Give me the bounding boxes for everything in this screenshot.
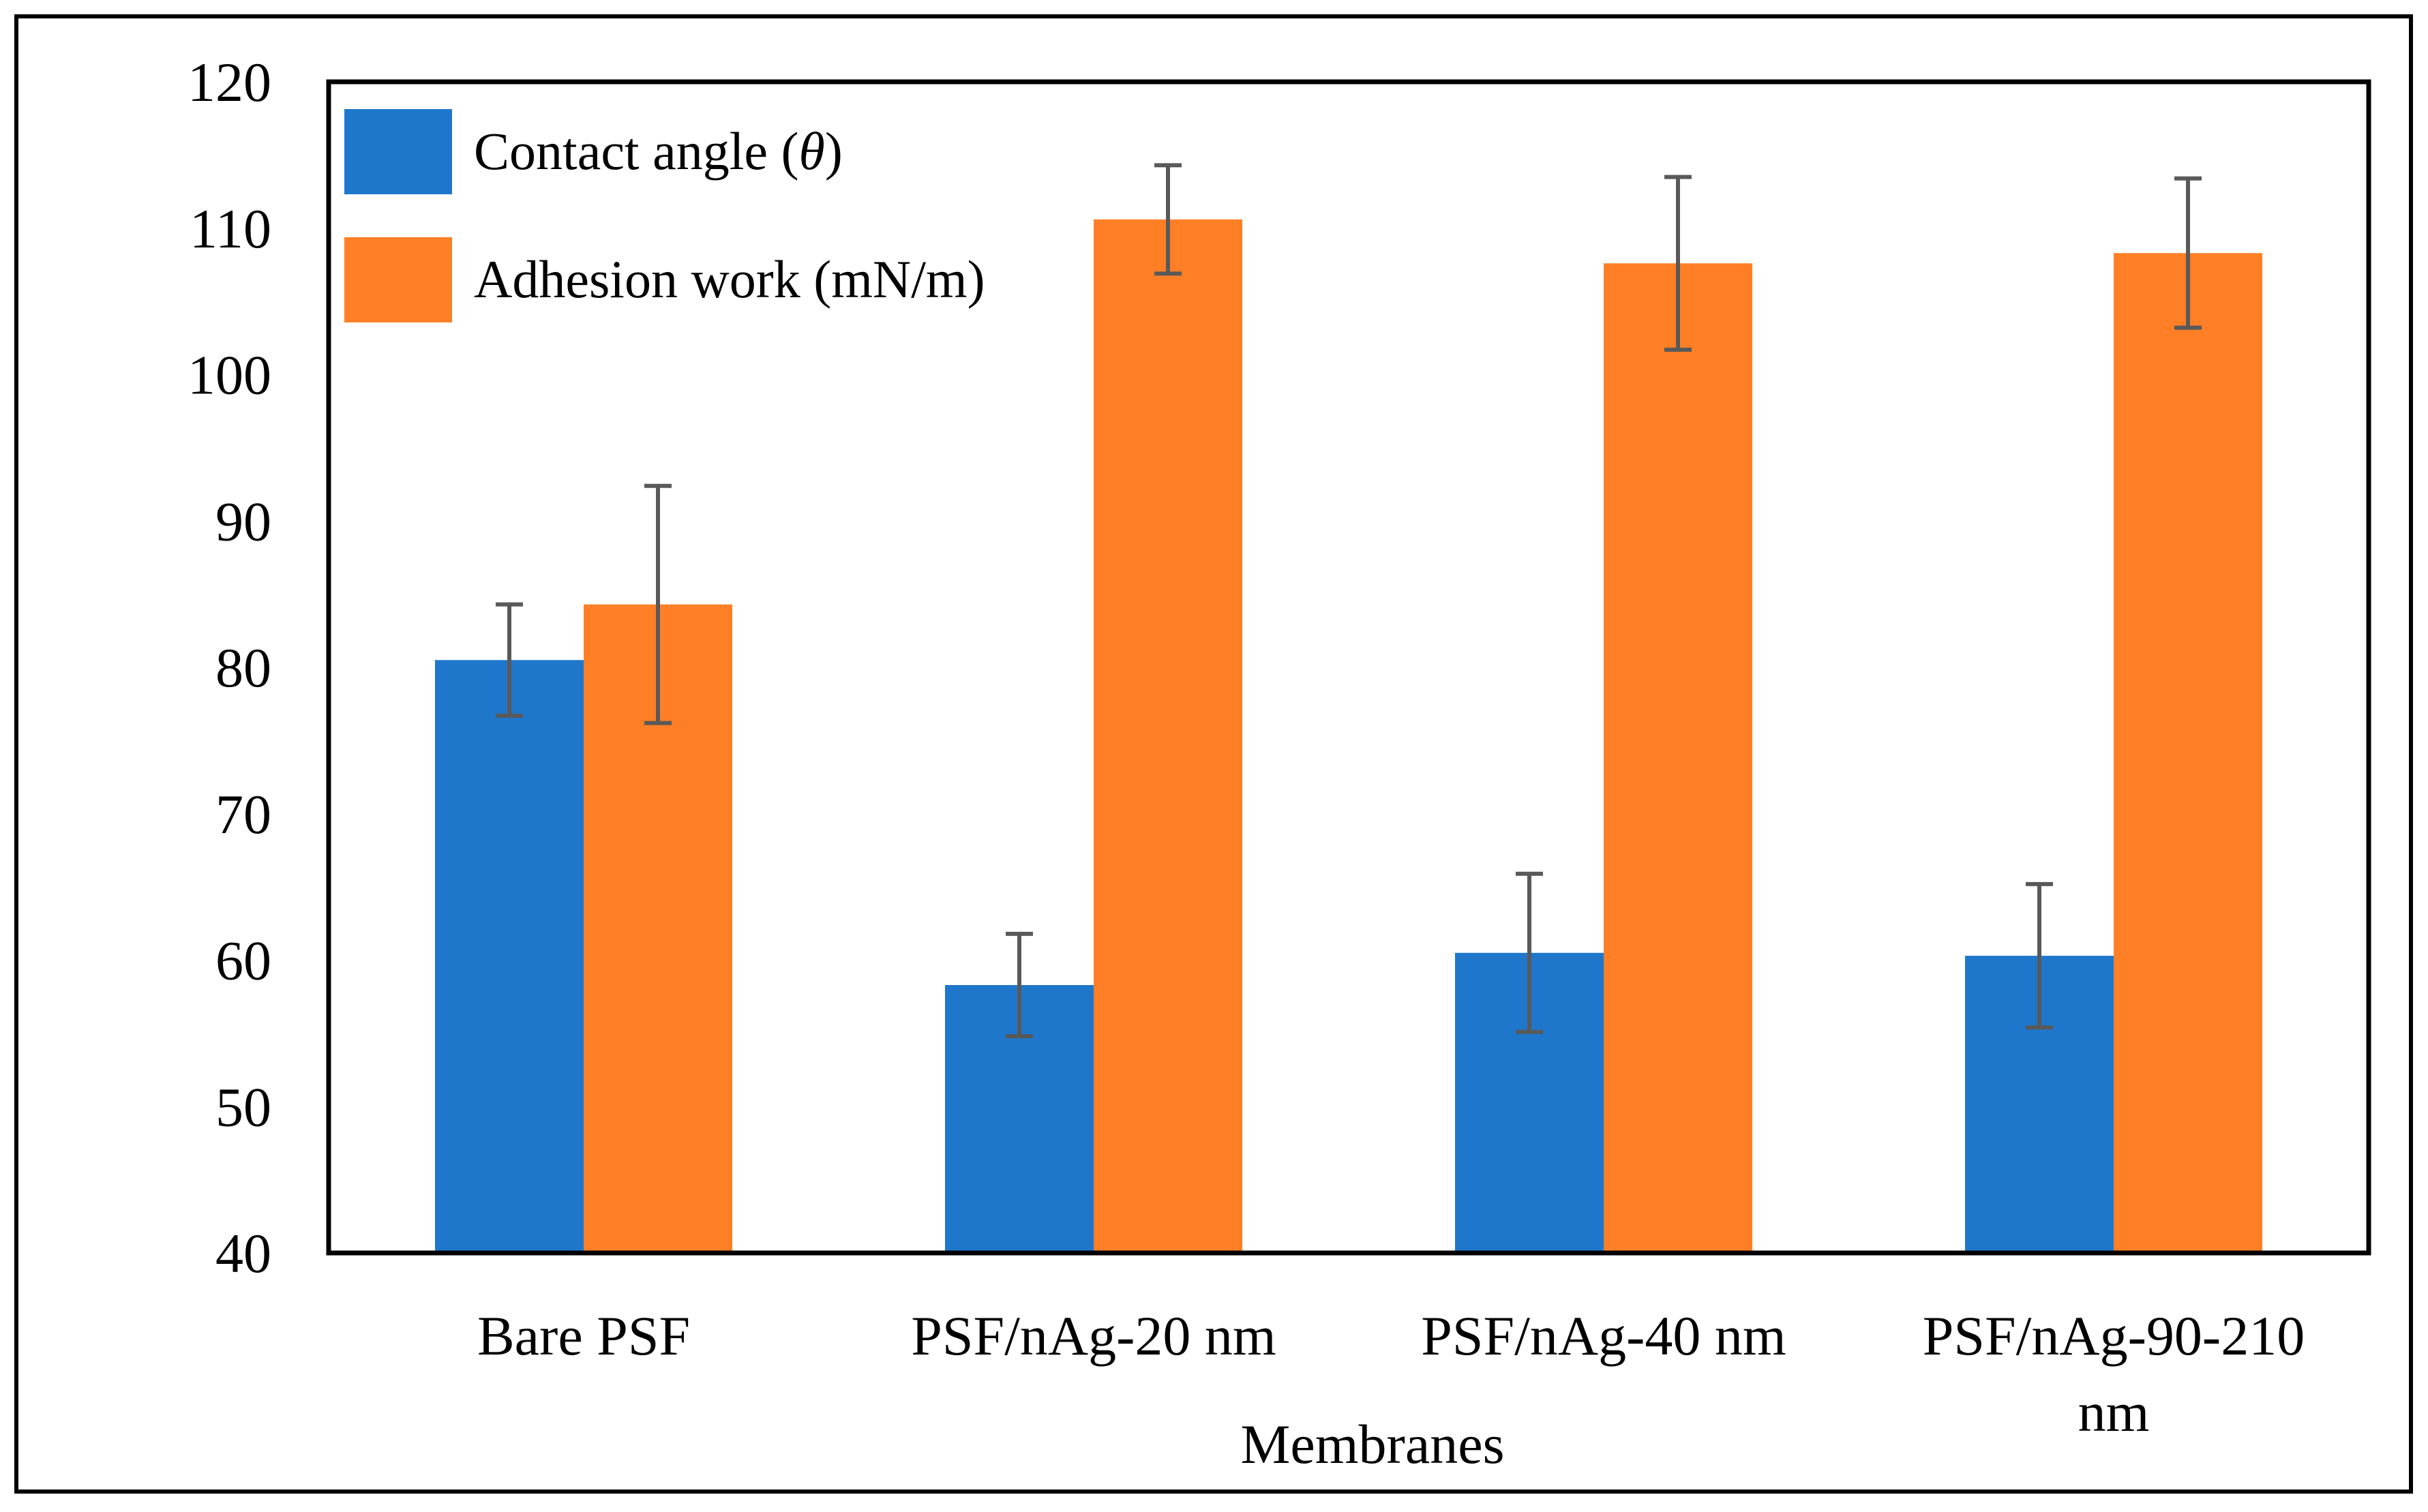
- bar: [2114, 253, 2262, 1253]
- bar: [1604, 263, 1752, 1253]
- x-category-label: PSF/nAg-20 nm: [911, 1305, 1276, 1367]
- y-tick-label: 100: [188, 344, 271, 406]
- y-tick-label: 90: [215, 490, 271, 552]
- legend-swatch: [344, 109, 452, 194]
- y-axis-ticks: 40 50 60 70 80 90 100 110 120: [188, 51, 271, 1284]
- x-axis-title: Membranes: [1240, 1413, 1504, 1475]
- legend-label: Contact angle (θ): [474, 121, 843, 181]
- x-category-label: PSF/nAg-90-210: [1923, 1305, 2305, 1367]
- y-tick-label: 70: [215, 783, 271, 845]
- y-tick-label: 110: [190, 198, 271, 260]
- x-category-label: PSF/nAg-40 nm: [1421, 1305, 1786, 1367]
- bar: [1094, 219, 1242, 1253]
- x-category-label: nm: [2078, 1381, 2150, 1443]
- x-axis-categories: Bare PSF PSF/nAg-20 nm PSF/nAg-40 nm PSF/nA…: [477, 1305, 2305, 1443]
- error-bars-layer: [496, 163, 2202, 1039]
- y-tick-label: 50: [215, 1076, 271, 1138]
- x-category-label: Bare PSF: [477, 1305, 690, 1367]
- y-tick-label: 60: [215, 930, 271, 992]
- y-tick-label: 80: [215, 637, 271, 699]
- plot-area-border: [326, 79, 2371, 1256]
- legend-swatch: [344, 237, 452, 322]
- legend: Contact angle (θ) Adhesion work (mN/m): [344, 109, 985, 322]
- y-tick-label: 40: [215, 1222, 271, 1284]
- bar: [435, 660, 584, 1253]
- legend-label: Adhesion work (mN/m): [474, 250, 985, 309]
- y-tick-label: 120: [188, 51, 271, 113]
